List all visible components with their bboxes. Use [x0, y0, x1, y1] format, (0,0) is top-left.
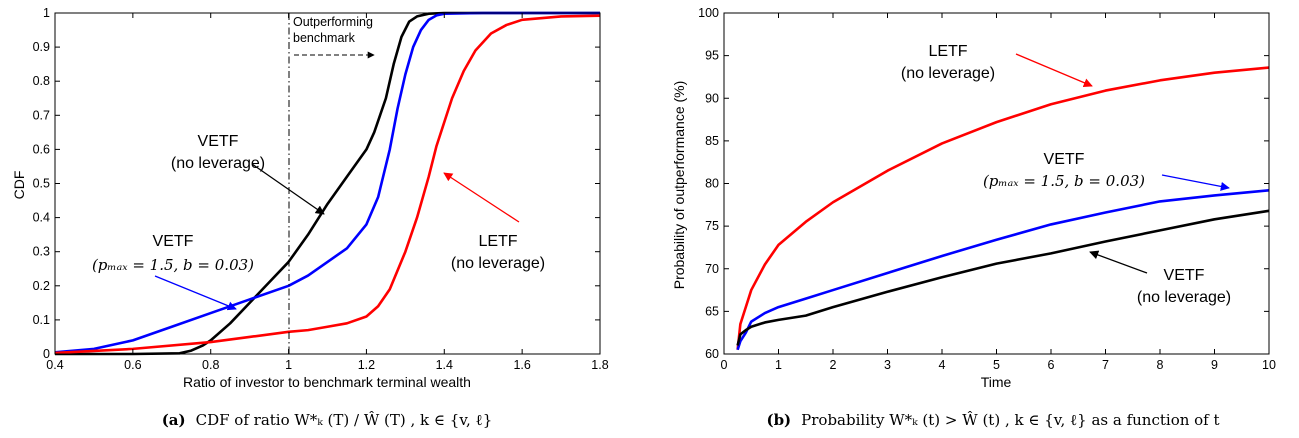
cdf-y-tick-label: 0.7: [33, 108, 50, 122]
cdf-y-tick-label: 0: [43, 347, 50, 361]
probability-y-tick-label: 60: [705, 347, 719, 361]
cdf-series-group: [54, 11, 601, 356]
probability-x-ticks: 0 1 2 3 4 5 6 7 8 9 10: [721, 13, 1276, 372]
probability-y-tick-label: 65: [705, 304, 719, 318]
probability-x-axis-label: Time: [981, 374, 1012, 390]
cdf-series-line-2: [54, 11, 600, 354]
probability-y-tick-label: 75: [705, 219, 719, 233]
probability-y-axis-label: Probability of outperformance (%): [671, 81, 687, 290]
vetf-nolev-arrow: [251, 163, 325, 215]
cdf-series-line-1: [55, 11, 600, 356]
cdf-y-tick-label: 0.4: [33, 211, 50, 225]
probability-chart: 0 1 2 3 4 5 6 7 8 9 10 60 65 70 75 80 85 90 95 100 Time Pr…: [671, 6, 1276, 429]
cdf-caption-label: (a): [162, 411, 186, 429]
probability-y-tick-label: 70: [705, 262, 719, 276]
outperform-label-line1: Outperforming: [293, 15, 373, 29]
vetf-nolev-arrow-b: [1089, 250, 1148, 274]
probability-series-line-3: [736, 209, 1270, 346]
cdf-y-tick-label: 0.3: [33, 245, 50, 259]
cdf-plot-frame: [54, 12, 601, 355]
cdf-y-axis-label: CDF: [11, 171, 27, 200]
letf-arrow-b: [1015, 53, 1093, 88]
probability-x-tick-label: 2: [830, 358, 837, 372]
letf-label-title: LETF: [478, 233, 517, 250]
cdf-caption: (a) CDF of ratio W*ₖ (T) / Ŵ (T) , k ∈ {…: [162, 411, 493, 429]
probability-y-ticks: 60 65 70 75 80 85 90 95 100: [698, 6, 1269, 361]
vetf-lev-arrow: [154, 275, 237, 311]
probability-caption: (b) Probability W*ₖ (t) > Ŵ (t) , k ∈ {v…: [766, 411, 1219, 429]
probability-y-tick-label: 90: [705, 91, 719, 105]
cdf-x-tick-label: 1: [285, 358, 292, 372]
cdf-y-tick-label: 1: [43, 6, 50, 20]
cdf-chart: 0.4 0.6 0.8 1 1.2 1.4 1.6 1.8 00.10.20.30.40.50…: [11, 6, 609, 429]
vetf-nolev-label-title-b: VETF: [1164, 267, 1205, 284]
vetf-lev-label-sub: (pₘₐₓ = 1.5, b = 0.03): [92, 256, 254, 274]
cdf-x-tick-label: 1.2: [358, 358, 375, 372]
cdf-x-ticks: 0.4 0.6 0.8 1 1.2 1.4 1.6 1.8: [46, 13, 609, 372]
cdf-y-tick-label: 0.2: [33, 279, 50, 293]
probability-x-tick-label: 4: [939, 358, 946, 372]
vetf-lev-label-sub-b: (pₘₐₓ = 1.5, b = 0.03): [983, 172, 1145, 190]
probability-y-tick-label: 100: [698, 6, 719, 20]
cdf-series-line-3: [54, 14, 601, 355]
cdf-x-tick-label: 0.6: [124, 358, 141, 372]
letf-arrow: [443, 172, 520, 223]
probability-x-tick-label: 9: [1211, 358, 1218, 372]
cdf-caption-text: CDF of ratio W*ₖ (T) / Ŵ (T) , k ∈ {v, ℓ…: [196, 411, 493, 429]
vetf-nolev-label-sub-b: (no leverage): [1137, 289, 1231, 306]
cdf-y-tick-label: 0.8: [33, 74, 50, 88]
probability-y-tick-label: 80: [705, 177, 719, 191]
vetf-nolev-label-sub: (no leverage): [171, 155, 265, 172]
letf-label-title-b: LETF: [928, 43, 967, 60]
probability-x-tick-label: 8: [1157, 358, 1164, 372]
cdf-y-tick-label: 0.1: [33, 313, 50, 327]
cdf-x-tick-label: 1.8: [591, 358, 608, 372]
vetf-lev-label-title-b: VETF: [1044, 151, 1085, 168]
letf-label-sub-b: (no leverage): [901, 65, 995, 82]
cdf-x-tick-label: 1.6: [513, 358, 530, 372]
vetf-nolev-label-title: VETF: [198, 133, 239, 150]
probability-x-tick-label: 5: [993, 358, 1000, 372]
probability-x-tick-label: 1: [775, 358, 782, 372]
cdf-y-tick-label: 0.6: [33, 142, 50, 156]
cdf-x-tick-label: 1.4: [436, 358, 453, 372]
probability-y-tick-label: 85: [705, 134, 719, 148]
vetf-lev-arrow-b: [1161, 174, 1230, 191]
probability-y-tick-label: 95: [705, 49, 719, 63]
probability-caption-label: (b): [766, 411, 791, 429]
probability-series-group: [736, 66, 1270, 351]
cdf-x-axis-label: Ratio of investor to benchmark terminal …: [183, 374, 471, 390]
cdf-y-ticks: 0 0.1 0.2 0.3 0.4 0.5 0.6 0.7 0.8 0.9 1: [33, 6, 600, 361]
outperform-label-line2: benchmark: [293, 31, 356, 45]
cdf-x-tick-label: 0.4: [46, 358, 63, 372]
cdf-y-tick-label: 0.9: [33, 40, 50, 54]
cdf-x-tick-label: 0.8: [202, 358, 219, 372]
probability-x-tick-label: 10: [1262, 358, 1276, 372]
vetf-lev-label-title: VETF: [153, 233, 194, 250]
probability-x-tick-label: 0: [721, 358, 728, 372]
probability-caption-text: Probability W*ₖ (t) > Ŵ (t) , k ∈ {v, ℓ}…: [801, 411, 1219, 429]
probability-x-tick-label: 6: [1048, 358, 1055, 372]
letf-label-sub: (no leverage): [451, 255, 545, 272]
probability-x-tick-label: 3: [884, 358, 891, 372]
cdf-y-tick-label: 0.5: [33, 177, 50, 191]
probability-series-line-1: [736, 66, 1270, 350]
probability-x-tick-label: 7: [1102, 358, 1109, 372]
